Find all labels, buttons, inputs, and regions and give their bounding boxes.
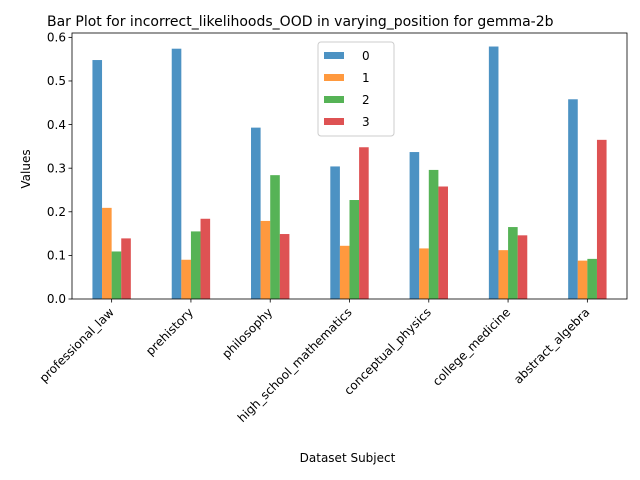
legend-label-3: 3 [362, 115, 370, 129]
bar-series-0-conceptual_physics [409, 152, 420, 299]
y-tick-label: 0.1 [47, 249, 66, 263]
plot-frame [71, 32, 628, 300]
y-tick-label: 0.4 [47, 118, 66, 132]
bar-series-1-college_medicine [498, 250, 509, 299]
bar-series-0-prehistory [171, 48, 182, 300]
bar-series-0-college_medicine [488, 46, 499, 299]
legend-swatch-3 [324, 118, 344, 125]
x-tick-label: college_medicine [430, 305, 513, 388]
x-tick-label: abstract_algebra [511, 305, 592, 386]
y-tick-label: 0.3 [47, 161, 66, 175]
legend-frame [317, 41, 395, 137]
bar-series-0-abstract_algebra [568, 99, 578, 299]
bar-series-2-abstract_algebra [587, 258, 597, 299]
x-tick-label: philosophy [219, 305, 275, 361]
bar-series-2-philosophy [270, 175, 280, 299]
bar-series-3-college_medicine [517, 235, 528, 299]
bar-series-0-philosophy [251, 127, 261, 299]
bar-series-3-professional_law [121, 238, 131, 299]
x-axis-label: Dataset Subject [300, 451, 396, 465]
x-tick-label: professional_law [37, 305, 117, 385]
bar-series-1-philosophy [260, 220, 271, 299]
legend-swatch-0 [324, 52, 344, 59]
bar-series-2-professional_law [111, 251, 122, 299]
y-tick-label: 0.0 [47, 292, 66, 306]
legend-swatch-2 [324, 96, 344, 103]
bar-series-2-high_school_mathematics [349, 200, 360, 299]
bar-series-3-abstract_algebra [596, 139, 607, 299]
x-tick-label: conceptual_physics [341, 305, 434, 398]
bar-series-2-conceptual_physics [428, 169, 439, 299]
y-tick-label: 0.6 [47, 31, 66, 45]
legend-label-1: 1 [362, 71, 370, 85]
y-tick-label: 0.5 [47, 74, 66, 88]
x-tick-label: prehistory [143, 305, 196, 358]
bar-series-0-high_school_mathematics [330, 166, 340, 299]
legend-label-2: 2 [362, 93, 370, 107]
bar-series-0-professional_law [92, 60, 103, 299]
chart-title: Bar Plot for incorrect_likelihoods_OOD i… [47, 14, 554, 30]
bar-series-3-prehistory [200, 218, 211, 299]
bar-series-1-professional_law [102, 207, 112, 299]
y-axis-label: Values [19, 149, 33, 188]
bar-series-1-prehistory [181, 259, 191, 299]
bar-series-1-conceptual_physics [419, 248, 429, 299]
legend-label-0: 0 [362, 49, 370, 63]
y-tick-label: 0.2 [47, 205, 66, 219]
bar-series-1-high_school_mathematics [339, 245, 350, 299]
bar-series-2-prehistory [190, 231, 201, 299]
legend-swatch-1 [324, 74, 344, 81]
bar-series-3-philosophy [279, 234, 290, 299]
legend: 0 1 2 3 [317, 41, 395, 137]
bar-series-2-college_medicine [508, 227, 518, 299]
bar-series-1-abstract_algebra [577, 260, 588, 299]
bar-series-3-high_school_mathematics [359, 147, 369, 299]
bar-series-3-conceptual_physics [438, 186, 448, 299]
